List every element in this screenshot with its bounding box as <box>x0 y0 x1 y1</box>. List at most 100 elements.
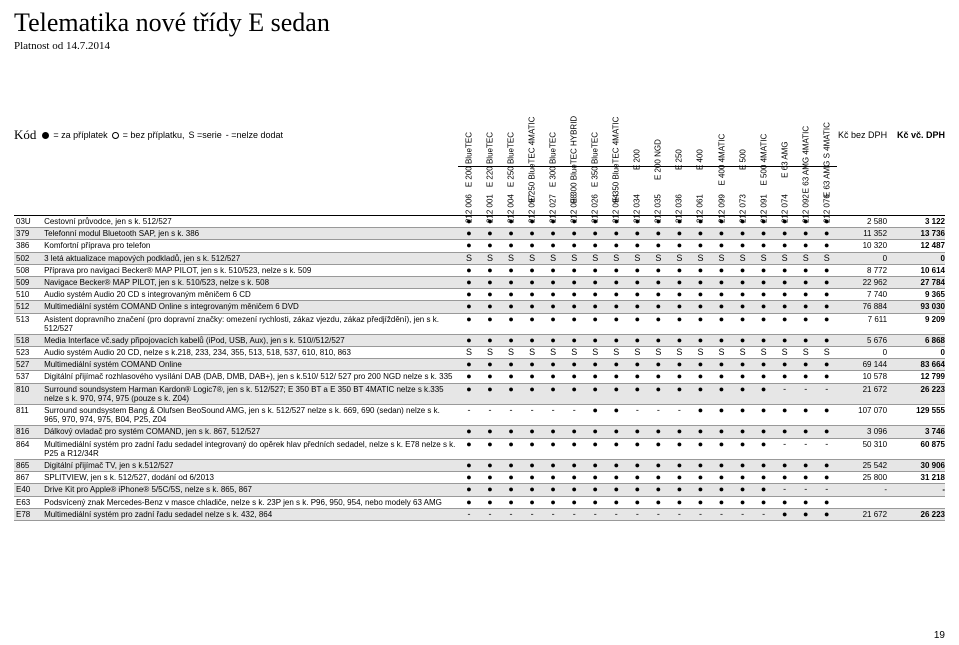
row-cell: ● <box>501 472 522 484</box>
row-cell: ● <box>627 426 648 438</box>
row-cell: ● <box>501 264 522 276</box>
row-cell: ● <box>585 371 606 383</box>
row-cell: ● <box>795 472 816 484</box>
row-price-net: 0 <box>837 347 891 359</box>
row-price-net: 7 740 <box>837 289 891 301</box>
row-cell: ● <box>606 459 627 471</box>
row-cell: ● <box>522 359 543 371</box>
row-cell: ● <box>479 359 500 371</box>
row-cell: ● <box>669 383 690 404</box>
row-cell: ● <box>753 359 774 371</box>
row-price-net: 11 352 <box>837 228 891 240</box>
row-cell: - <box>543 508 564 520</box>
row-cell: ● <box>543 264 564 276</box>
row-cell: ● <box>606 484 627 496</box>
row-cell: ● <box>669 496 690 508</box>
row-cell: S <box>522 252 543 264</box>
row-cell: - <box>774 383 795 404</box>
row-desc: Surround soundsystem Bang & Olufsen BeoS… <box>42 405 458 426</box>
row-desc: Surround soundsystem Harman Kardon® Logi… <box>42 383 458 404</box>
row-cell: S <box>669 347 690 359</box>
row-cell: ● <box>606 276 627 288</box>
row-cell: ● <box>690 426 711 438</box>
row-cell: ● <box>774 240 795 252</box>
row-cell: - <box>564 405 585 426</box>
row-cell: ● <box>522 240 543 252</box>
row-cell: ● <box>816 301 837 313</box>
row-cell: ● <box>564 459 585 471</box>
row-cell: ● <box>585 276 606 288</box>
row-cell: ● <box>627 496 648 508</box>
row-cell: ● <box>501 484 522 496</box>
row-cell: ● <box>522 426 543 438</box>
row-cell: ● <box>753 301 774 313</box>
row-cell: ● <box>774 496 795 508</box>
row-cell: S <box>690 347 711 359</box>
row-cell: ● <box>795 508 816 520</box>
row-cell: S <box>585 347 606 359</box>
dot-filled-icon <box>42 132 49 139</box>
row-cell: ● <box>606 472 627 484</box>
row-cell: S <box>648 347 669 359</box>
row-cell: ● <box>732 438 753 459</box>
row-cell: ● <box>795 334 816 346</box>
row-price-gross: 26 223 <box>891 508 945 520</box>
row-cell: ● <box>606 264 627 276</box>
row-cell: ● <box>522 459 543 471</box>
row-code: E78 <box>14 508 42 520</box>
row-price-gross: 6 868 <box>891 334 945 346</box>
row-desc: Multimediální systém pro zadní řadu seda… <box>42 508 458 520</box>
row-cell: ● <box>543 240 564 252</box>
row-cell: ● <box>732 289 753 301</box>
row-cell: - <box>669 405 690 426</box>
row-cell: - <box>606 508 627 520</box>
row-cell: ● <box>774 301 795 313</box>
table-row: 510Audio systém Audio 20 CD s integrovan… <box>14 289 945 301</box>
row-cell: ● <box>564 264 585 276</box>
row-price-gross: 12 487 <box>891 240 945 252</box>
row-cell: ● <box>774 276 795 288</box>
row-cell: ● <box>543 383 564 404</box>
row-price-gross: 27 784 <box>891 276 945 288</box>
row-cell: ● <box>690 264 711 276</box>
row-cell: ● <box>774 472 795 484</box>
row-cell: ● <box>669 313 690 334</box>
row-desc: Dálkový ovladač pro systém COMAND, jen s… <box>42 426 458 438</box>
row-cell: ● <box>795 240 816 252</box>
row-price-gross: 0 <box>891 252 945 264</box>
row-cell: ● <box>648 359 669 371</box>
row-cell: S <box>816 347 837 359</box>
col-code: 212 006 <box>464 194 473 223</box>
row-cell: ● <box>732 405 753 426</box>
row-price-gross: 83 664 <box>891 359 945 371</box>
row-price-net: 8 772 <box>837 264 891 276</box>
col-code: 212 035 <box>654 194 663 223</box>
row-cell: ● <box>795 371 816 383</box>
row-cell: ● <box>585 334 606 346</box>
row-price-gross: 10 614 <box>891 264 945 276</box>
row-cell: ● <box>816 313 837 334</box>
row-cell: ● <box>627 359 648 371</box>
table-row: 518Media Interface vč.sady připojovacích… <box>14 334 945 346</box>
row-cell: S <box>732 252 753 264</box>
row-cell: ● <box>753 459 774 471</box>
table-row: E63Podsvícený znak Mercedes-Benz v masce… <box>14 496 945 508</box>
row-cell: ● <box>585 496 606 508</box>
row-cell: S <box>711 347 732 359</box>
row-cell: ● <box>711 240 732 252</box>
row-cell: - <box>711 508 732 520</box>
row-cell: ● <box>501 359 522 371</box>
row-cell: ● <box>458 334 479 346</box>
row-code: 518 <box>14 334 42 346</box>
page-number: 19 <box>934 630 945 641</box>
row-cell: ● <box>543 426 564 438</box>
row-desc: Drive Kit pro Apple® iPhone® 5/5C/5S, ne… <box>42 484 458 496</box>
row-cell: ● <box>648 334 669 346</box>
table-row: 527Multimediální systém COMAND Online●●●… <box>14 359 945 371</box>
row-cell: ● <box>816 359 837 371</box>
table-row: 865Digitální přijímač TV, jen s k.512/52… <box>14 459 945 471</box>
page-title: Telematika nové třídy E sedan <box>14 8 394 38</box>
row-cell: ● <box>522 484 543 496</box>
row-cell: ● <box>606 359 627 371</box>
row-cell: ● <box>564 438 585 459</box>
